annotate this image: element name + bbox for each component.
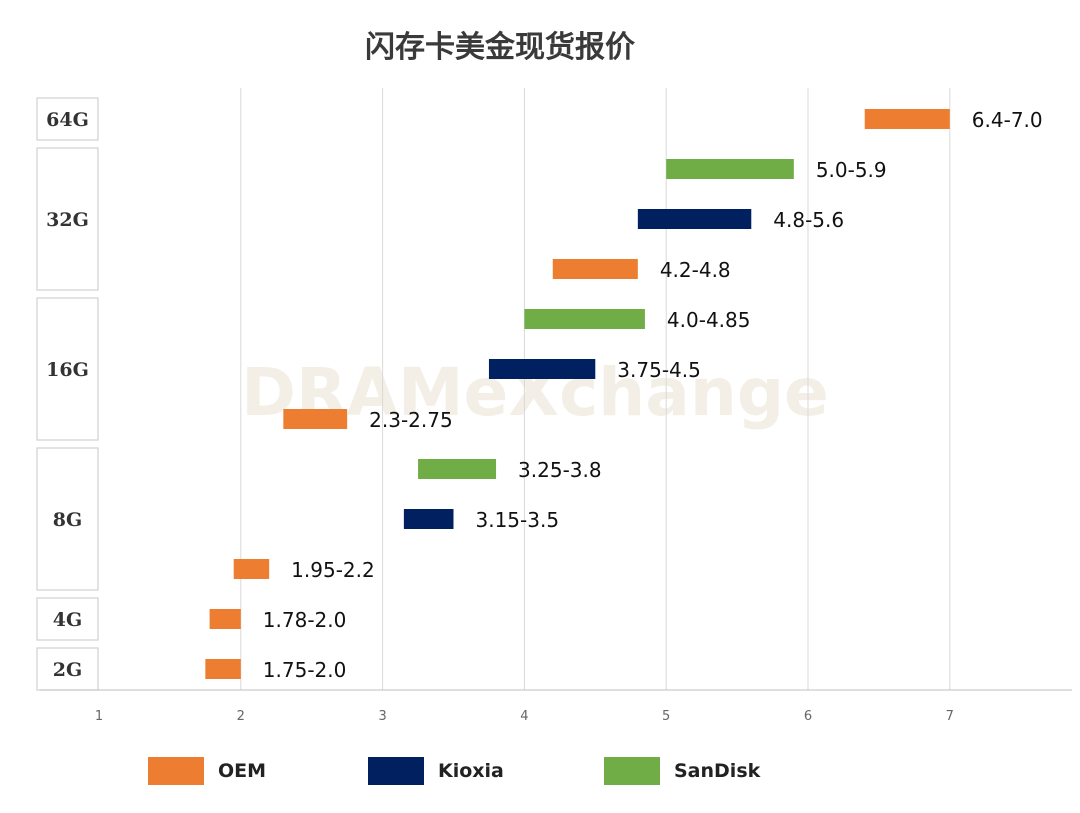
range-value-label: 2.3-2.75 [369, 408, 453, 432]
category-box [36, 297, 99, 441]
legend-label-oem: OEM [218, 760, 267, 782]
range-value-label: 4.0-4.85 [667, 308, 751, 332]
range-value-label: 1.75-2.0 [263, 658, 347, 682]
range-bar-kioxia [403, 509, 454, 529]
category-label: 8G [53, 509, 82, 531]
range-bars [205, 109, 950, 679]
range-value-label: 1.95-2.2 [291, 558, 375, 582]
range-value-label: 3.25-3.8 [518, 458, 602, 482]
legend-item-kioxia: Kioxia [368, 756, 504, 786]
x-tick-label: 3 [378, 709, 386, 724]
x-tick-label: 7 [946, 709, 954, 724]
range-bar-oem [205, 659, 241, 679]
range-bar-oem [552, 259, 638, 279]
range-value-label: 4.8-5.6 [773, 208, 844, 232]
legend-label-sandisk: SanDisk [674, 760, 761, 782]
legend-item-oem: OEM [148, 756, 266, 786]
legend-swatch-oem [148, 757, 204, 785]
range-value-label: 1.78-2.0 [263, 608, 347, 632]
category-label: 2G [53, 659, 82, 681]
range-value-label: 4.2-4.8 [660, 258, 731, 282]
x-tick-label: 5 [662, 709, 670, 724]
category-labels: 64G 32G 16G 8G 4G 2G [36, 97, 99, 691]
range-labels: 6.4-7.0 5.0-5.9 4.8-5.6 4.2-4.8 4.0-4.85 3.75… [263, 108, 1043, 682]
x-tick-label: 6 [804, 709, 812, 724]
category-box [36, 147, 99, 291]
range-value-label: 3.15-3.5 [476, 508, 560, 532]
category-box [36, 447, 99, 591]
range-value-label: 5.0-5.9 [816, 158, 887, 182]
range-value-label: 3.75-4.5 [617, 358, 701, 382]
category-label: 32G [46, 209, 89, 231]
legend-label-kioxia: Kioxia [438, 760, 504, 782]
legend-swatch-kioxia [368, 757, 424, 785]
legend-swatch-sandisk [604, 757, 660, 785]
range-bar-oem [209, 609, 241, 629]
grid-lines [240, 88, 951, 690]
range-value-label: 6.4-7.0 [972, 108, 1043, 132]
range-bar-oem [283, 409, 348, 429]
range-bar-kioxia [488, 359, 596, 379]
category-box [36, 97, 99, 141]
range-bar-oem [233, 559, 270, 579]
category-box [36, 597, 99, 641]
x-tick-label: 1 [95, 709, 103, 724]
chart-title: 闪存卡美金现货报价 [365, 30, 635, 65]
x-axis: 1 2 3 4 5 6 7 [40, 689, 1072, 724]
range-bar-sandisk [524, 309, 645, 329]
range-bar-sandisk [418, 459, 497, 479]
legend-item-sandisk: SanDisk [604, 756, 760, 786]
range-bar-kioxia [637, 209, 752, 229]
range-bar-sandisk [666, 159, 794, 179]
x-tick-label: 4 [520, 709, 528, 724]
category-label: 16G [46, 359, 89, 381]
category-label: 4G [53, 609, 82, 631]
range-bar-oem [864, 109, 950, 129]
category-label: 64G [46, 109, 89, 131]
x-tick-label: 2 [237, 709, 245, 724]
